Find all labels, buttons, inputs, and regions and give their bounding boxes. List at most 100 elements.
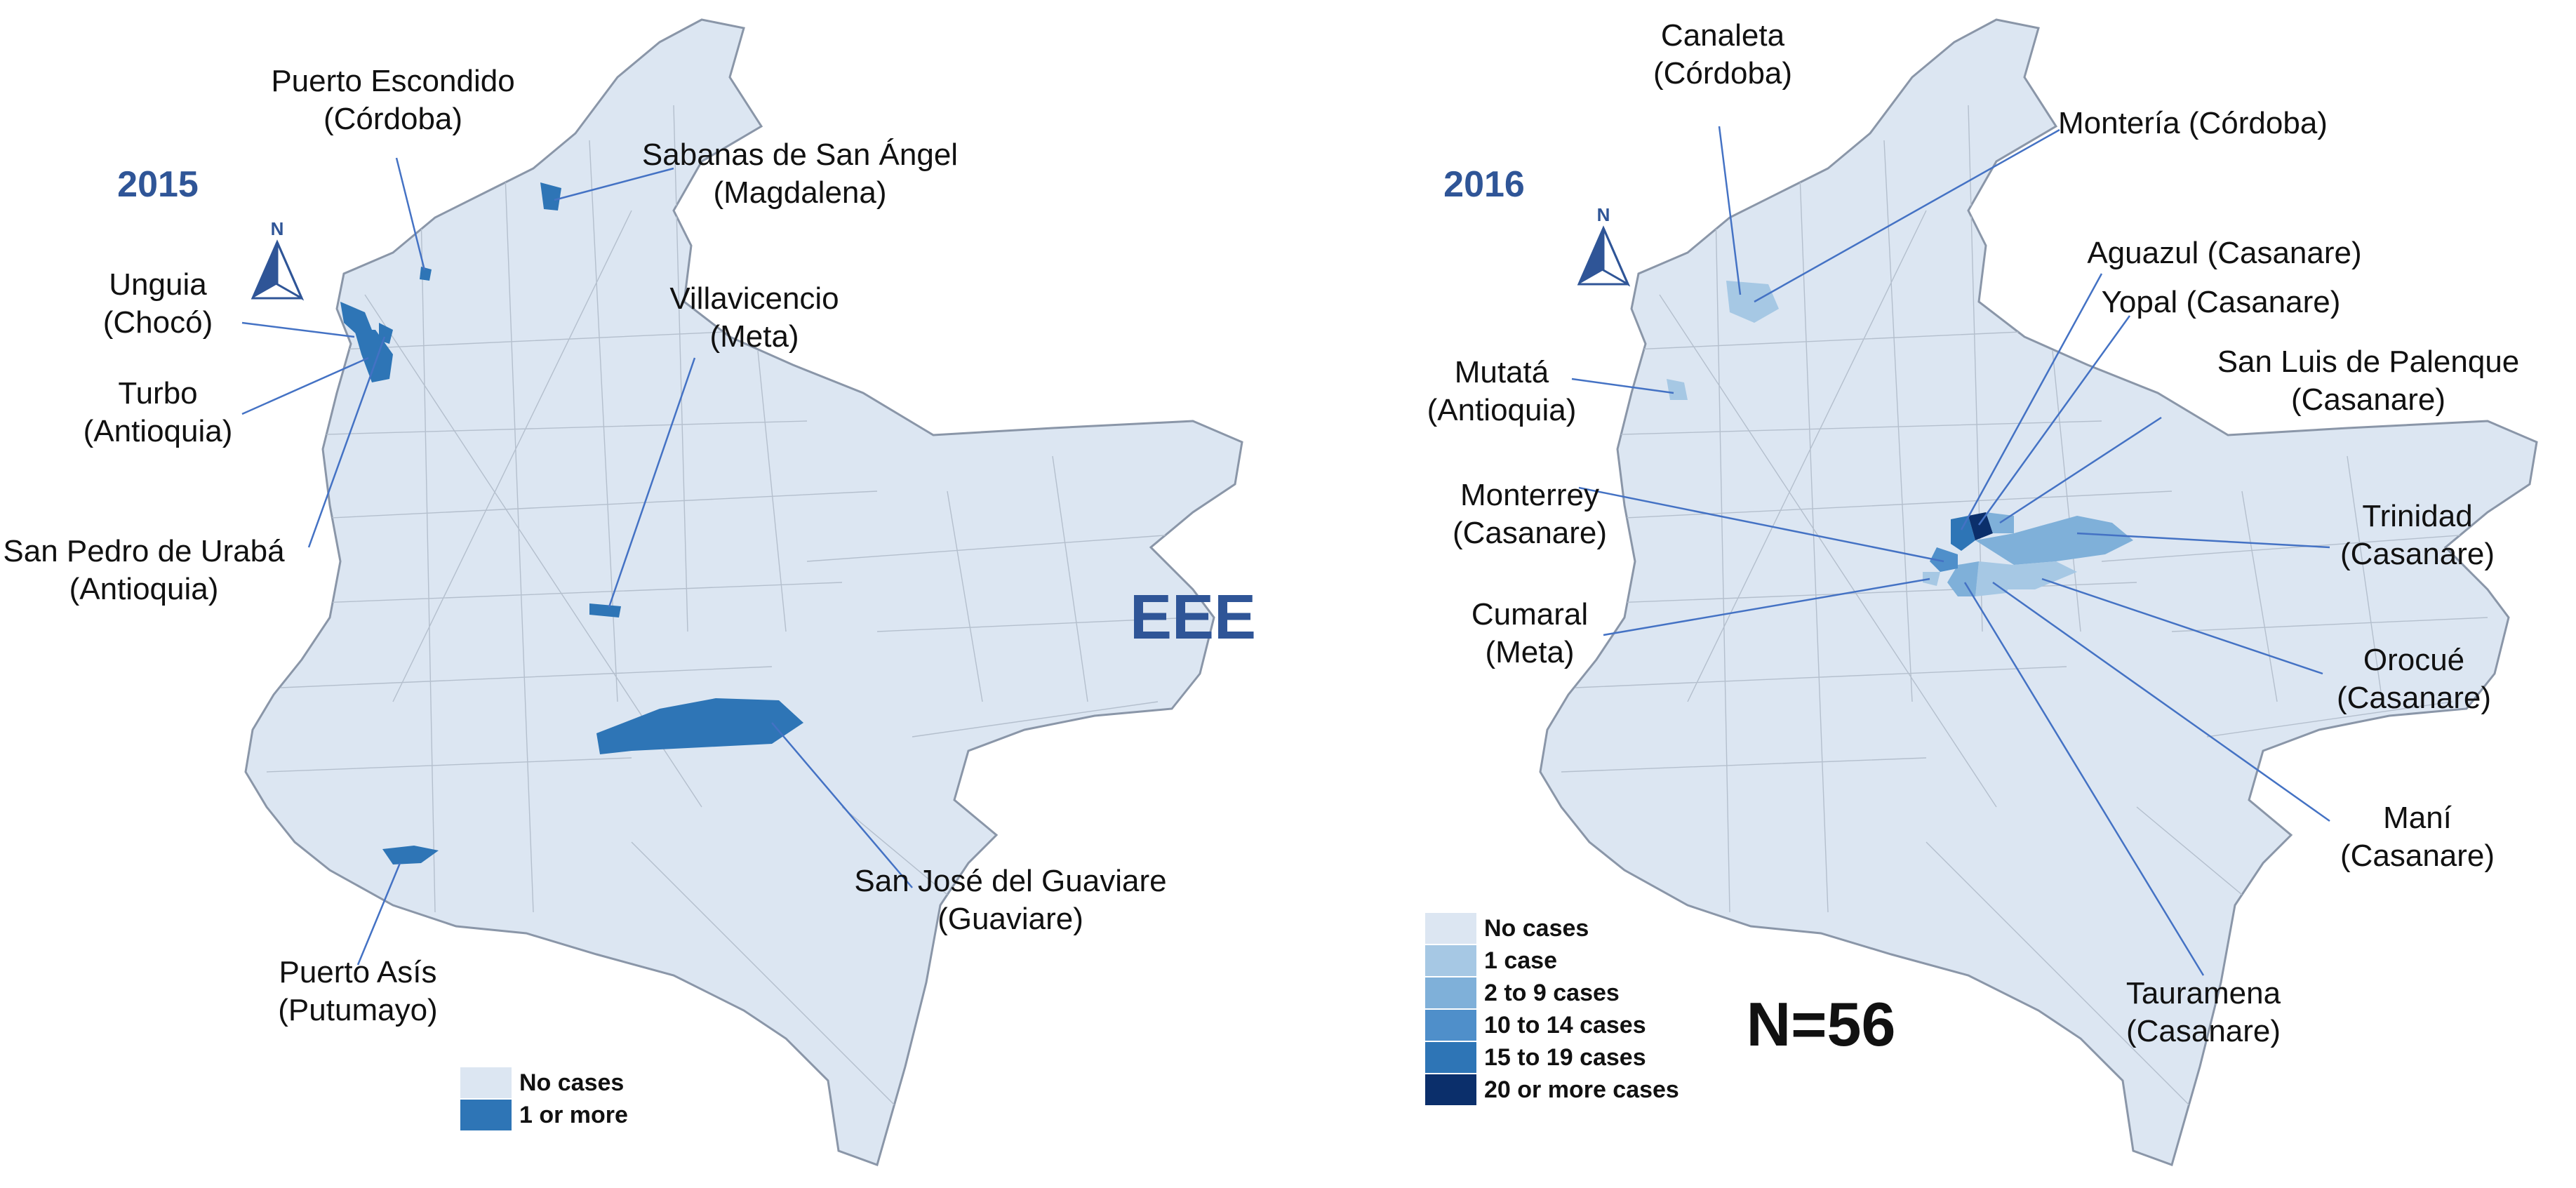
legend-swatch <box>1424 1008 1478 1042</box>
place-label-aguazul: Aguazul (Casanare) <box>2087 236 2361 270</box>
place-label-monterrey: Monterrey (Casanare) <box>1453 478 1607 550</box>
place-label-cumaral: Cumaral (Meta) <box>1471 597 1588 669</box>
aguazul-region <box>1951 516 1975 551</box>
map-2015: N 2015 Puerto Escondido (Córdoba) Sabanas … <box>3 18 1243 1166</box>
place-label-line: Yopal (Casanare) <box>2102 285 2341 319</box>
place-label-line: (Casanare) <box>1453 516 1607 550</box>
place-labels-2015: Puerto Escondido (Córdoba) Sabanas de San … <box>3 64 1166 1027</box>
turbo-region <box>354 330 393 382</box>
legend-label: 1 case <box>1484 947 1557 974</box>
legend-swatch <box>1424 912 1478 945</box>
place-label-line: Orocué <box>2363 643 2464 677</box>
san-jose-del-guaviare-region <box>596 698 803 754</box>
legend-swatch <box>1424 1041 1478 1074</box>
place-label-line: (Antioquia) <box>1427 393 1577 427</box>
yopal-region <box>1968 512 1993 540</box>
north-label: N <box>271 218 284 239</box>
legend-label: No cases <box>519 1069 624 1096</box>
villavicencio-region <box>589 603 621 618</box>
place-label-line: (Antioquia) <box>69 572 219 606</box>
place-label-monteria: Montería (Córdoba) <box>2058 106 2328 140</box>
place-label-line: Cumaral <box>1471 597 1588 632</box>
place-label-line: Monterrey <box>1460 478 1599 512</box>
place-label-line: Aguazul (Casanare) <box>2087 236 2361 270</box>
place-label-tauramena: Tauramena (Casanare) <box>2126 976 2281 1048</box>
place-label-line: Sabanas de San Ángel <box>642 138 958 172</box>
place-label-line: (Casanare) <box>2126 1014 2281 1048</box>
year-label-2015: 2015 <box>117 164 199 205</box>
place-label-line: Maní <box>2383 801 2452 835</box>
leader-lines-2016 <box>1571 126 2330 976</box>
unguia-region <box>340 302 372 335</box>
legend-swatch <box>1424 1073 1478 1107</box>
place-label-orocue: Orocué (Casanare) <box>2337 643 2491 715</box>
place-label-line: Villavicencio <box>669 281 839 316</box>
monterrey-region <box>1930 547 1958 572</box>
north-label: N <box>1597 204 1610 225</box>
place-label-line: (Casanare) <box>2337 681 2491 715</box>
municipality-grid <box>1561 105 2488 1123</box>
legend-label: 10 to 14 cases <box>1484 1012 1646 1039</box>
place-label-line: (Magdalena) <box>713 175 886 210</box>
place-label-puerto-escondido: Puerto Escondido (Córdoba) <box>271 64 514 136</box>
place-label-trinidad: Trinidad (Casanare) <box>2340 499 2495 571</box>
legend-2015: No cases 1 or more <box>459 1066 628 1132</box>
legend-label: 15 to 19 cases <box>1484 1044 1646 1071</box>
place-label-canaleta: Canaleta (Córdoba) <box>1653 18 1792 91</box>
legend-label: 20 or more cases <box>1484 1076 1679 1103</box>
place-label-line: (Córdoba) <box>1653 56 1792 91</box>
legend-swatch <box>1424 976 1478 1010</box>
place-label-line: (Casanare) <box>2340 537 2495 571</box>
legend-label: 1 or more <box>519 1102 628 1128</box>
place-label-line: Canaleta <box>1661 18 1785 53</box>
orocue-region <box>2007 561 2077 589</box>
total-cases-label: N=56 <box>1747 989 1896 1059</box>
place-label-line: (Meta) <box>709 319 799 354</box>
place-label-line: (Putumayo) <box>278 993 437 1027</box>
mutata-region <box>1667 379 1688 400</box>
trinidad-region <box>1975 516 2133 565</box>
place-label-san-pedro: San Pedro de Urabá (Antioquia) <box>3 534 285 606</box>
place-label-line: Trinidad <box>2362 499 2472 533</box>
place-label-line: (Casanare) <box>2291 382 2445 417</box>
place-label-line: Montería (Córdoba) <box>2058 106 2328 140</box>
puerto-escondido-region <box>420 267 432 281</box>
place-label-villavicencio: Villavicencio (Meta) <box>669 281 839 354</box>
place-label-line: (Guaviare) <box>937 902 1083 936</box>
place-labels-2016: Canaleta (Córdoba) Montería (Córdoba) Aguaz… <box>1427 18 2520 1048</box>
place-label-line: (Córdoba) <box>323 102 462 136</box>
place-label-line: Unguia <box>109 267 207 302</box>
place-label-puerto-asis: Puerto Asís (Putumayo) <box>278 955 437 1027</box>
tauramena-region <box>1947 561 1979 596</box>
place-label-line: (Casanare) <box>2340 839 2495 873</box>
place-label-san-luis: San Luis de Palenque (Casanare) <box>2217 345 2520 417</box>
place-label-line: Puerto Escondido <box>271 64 514 98</box>
place-label-san-jose: San José del Guaviare (Guaviare) <box>854 864 1166 936</box>
place-label-line: Tauramena <box>2126 976 2281 1010</box>
place-label-line: Mutatá <box>1455 355 1549 389</box>
place-label-sabanas: Sabanas de San Ángel (Magdalena) <box>642 138 958 210</box>
colombia-outline <box>1539 18 2538 1166</box>
north-arrow-icon: N <box>1577 204 1631 287</box>
place-label-line: (Chocó) <box>103 305 213 340</box>
legend-label: 2 to 9 cases <box>1484 980 1620 1006</box>
place-label-unguia: Unguia (Chocó) <box>103 267 213 340</box>
place-label-line: Turbo <box>118 376 197 411</box>
place-label-mani: Maní (Casanare) <box>2340 801 2495 873</box>
disease-label: EEE <box>1130 582 1256 653</box>
place-label-mutata: Mutatá (Antioquia) <box>1427 355 1577 427</box>
legend-label: No cases <box>1484 915 1589 942</box>
legend-swatch <box>459 1066 513 1100</box>
puerto-asis-region <box>382 846 439 865</box>
sabanas-de-san-angel-region <box>540 182 561 211</box>
municipality-grid <box>266 105 1194 1123</box>
place-label-turbo: Turbo (Antioquia) <box>84 376 233 448</box>
legend-2016: No cases 1 case 2 to 9 cases 10 to 14 cases… <box>1424 912 1679 1107</box>
map-2016: N 2016 N=56 Canaleta (Córdoba) Montería (C… <box>1424 18 2538 1166</box>
legend-swatch <box>1424 944 1478 977</box>
place-label-line: (Antioquia) <box>84 414 233 448</box>
cumaral-region <box>1923 572 1940 586</box>
place-label-line: San Luis de Palenque <box>2217 345 2520 379</box>
